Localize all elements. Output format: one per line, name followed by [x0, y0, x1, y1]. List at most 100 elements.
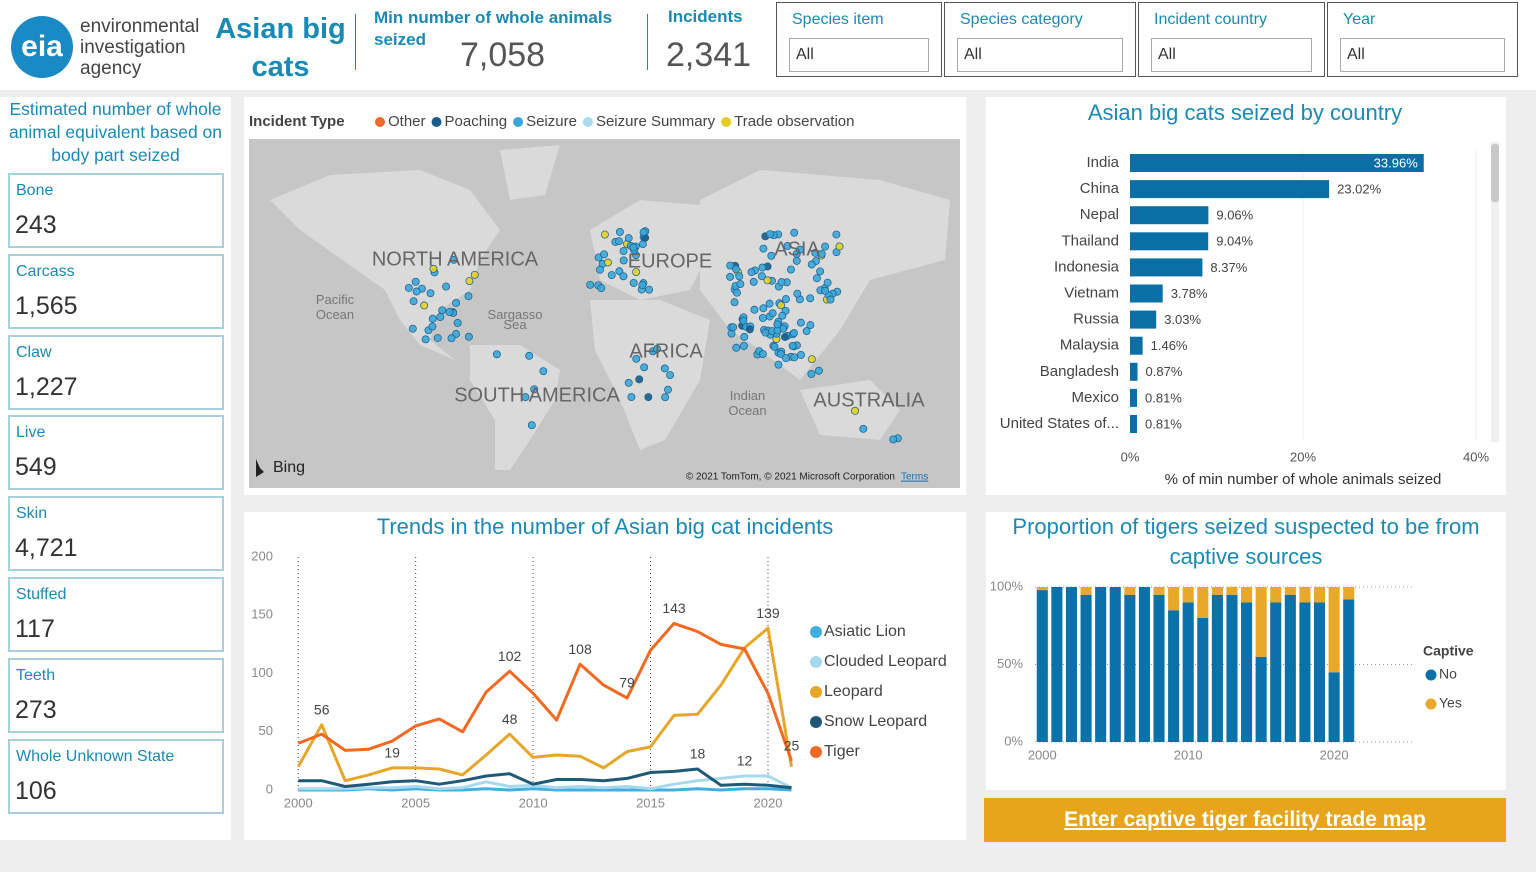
- body-part-card: Claw 1,227: [8, 334, 224, 410]
- bar: [1130, 362, 1138, 381]
- incident-dot: [781, 295, 790, 304]
- bar-segment: [1299, 587, 1311, 603]
- data-label: 9.04%: [1216, 234, 1253, 249]
- incident-dot: [823, 278, 832, 287]
- incident-dot: [777, 301, 785, 310]
- bar-segment: [1197, 587, 1209, 618]
- incident-dot: [619, 256, 628, 265]
- incident-dot: [740, 332, 749, 341]
- bar-segment: [1095, 587, 1107, 742]
- legend-swatch: [810, 656, 822, 668]
- legend-label: Trade observation: [734, 113, 854, 130]
- incident-dot: [436, 313, 445, 321]
- x-tick-label: 2010: [519, 795, 548, 810]
- dropdown[interactable]: All: [1340, 38, 1505, 72]
- map-link-button[interactable]: Enter captive tiger facility trade map: [984, 798, 1506, 842]
- incident-dot: [632, 268, 641, 276]
- x-tick-label: 20%: [1290, 449, 1316, 464]
- bar-segment: [1138, 587, 1150, 742]
- legend-swatch: [810, 716, 822, 728]
- incident-dot: [778, 311, 787, 320]
- incident-dot: [814, 366, 823, 375]
- incident-dot: [447, 334, 456, 343]
- incident-dot: [600, 230, 609, 239]
- bar-segment: [1313, 602, 1326, 742]
- incident-dot: [797, 350, 805, 359]
- incident-dot: [426, 289, 435, 298]
- legend-swatch: [810, 746, 822, 758]
- bar: [1130, 415, 1138, 433]
- data-label: 1.46%: [1151, 338, 1188, 353]
- card-value: 243: [15, 211, 57, 239]
- filter-label: Species item: [792, 11, 884, 28]
- incident-dot: [660, 364, 669, 373]
- y-tick-label: 50%: [997, 656, 1023, 671]
- incident-dot: [645, 285, 654, 294]
- data-label: 25: [784, 738, 800, 754]
- region-label: EUROPE: [628, 250, 712, 272]
- legend-swatch: [431, 117, 442, 127]
- x-tick-label: 2005: [401, 795, 430, 810]
- ocean-label: Sargasso Sea: [488, 310, 543, 331]
- incident-dot: [787, 265, 795, 274]
- incident-dot: [733, 288, 741, 297]
- incident-dot: [600, 250, 609, 259]
- series-line: [298, 774, 793, 791]
- y-tick-label: 150: [251, 607, 273, 622]
- legend-swatch: [721, 117, 732, 127]
- x-tick-label: 2000: [284, 795, 313, 810]
- bar-segment: [1124, 587, 1136, 595]
- bar-segment: [1284, 587, 1296, 595]
- incident-dot: [624, 234, 633, 243]
- dropdown[interactable]: All: [957, 38, 1123, 72]
- bar-segment: [1153, 594, 1165, 742]
- incident-dot: [807, 369, 816, 378]
- incident-dot: [445, 308, 454, 317]
- bar: [1130, 154, 1424, 172]
- filter-label: Species category: [960, 11, 1083, 28]
- body-part-card: Stuffed 117: [8, 577, 224, 652]
- map-labels: NORTH AMERICA EUROPE ASIA AFRICA SOUTH A…: [372, 238, 925, 411]
- bar: [1130, 310, 1157, 329]
- incident-dot: [889, 435, 898, 444]
- ocean-label-text: Pacific Ocean: [315, 292, 355, 322]
- incident-dot: [759, 244, 768, 253]
- bar-segment: [1124, 594, 1136, 742]
- dropdown[interactable]: All: [789, 38, 929, 72]
- scrollbar-thumb[interactable]: [1491, 144, 1499, 202]
- incident-dot: [739, 316, 748, 325]
- incident-dot: [796, 245, 804, 254]
- legend-label: Other: [388, 113, 426, 130]
- legend-title: Captive: [1423, 643, 1474, 659]
- incident-dot: [428, 322, 437, 331]
- x-tick-label: 2015: [636, 795, 665, 810]
- incident-dot: [726, 272, 735, 281]
- incident-dot: [624, 378, 633, 387]
- bar: [1130, 206, 1209, 225]
- y-tick-label: 50: [259, 723, 273, 738]
- ocean-label: Pacific Ocean: [315, 292, 355, 322]
- chart-title: Trends in the number of Asian big cat in…: [377, 514, 834, 539]
- region-label: AUSTRALIA: [813, 389, 925, 411]
- dropdown[interactable]: All: [1151, 38, 1312, 72]
- incident-dot: [777, 278, 786, 287]
- incident-dot: [614, 237, 623, 246]
- incident-dot: [776, 349, 785, 358]
- incident-dot: [452, 298, 461, 307]
- incident-dot: [449, 255, 458, 264]
- data-label: 143: [662, 600, 686, 616]
- incident-dot: [429, 264, 438, 273]
- incident-dot: [821, 242, 830, 251]
- y-tick-label: India: [1086, 154, 1119, 171]
- bar: [1130, 258, 1203, 277]
- data-label: 108: [568, 641, 592, 657]
- x-tick-label: 2000: [1028, 747, 1057, 762]
- bar-segment: [1328, 587, 1340, 673]
- incident-dot: [639, 228, 648, 237]
- legend-swatch: [375, 117, 385, 127]
- bar-segment: [1343, 587, 1355, 600]
- terms-link[interactable]: Terms: [901, 472, 928, 483]
- bar-segment: [1226, 594, 1238, 742]
- y-tick-label: 100: [251, 665, 273, 680]
- legend-swatch: [1425, 698, 1437, 710]
